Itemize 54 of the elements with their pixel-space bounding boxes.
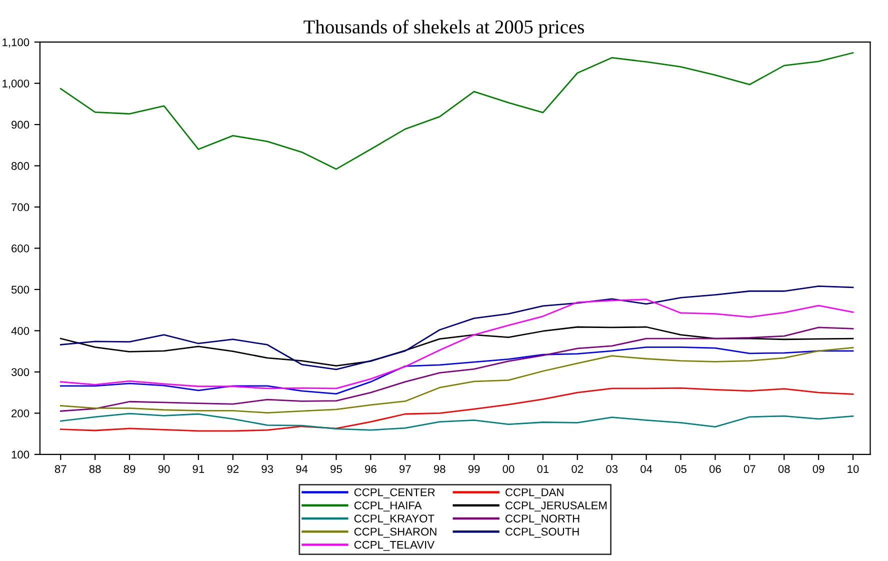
- x-tick-label: 02: [572, 465, 584, 473]
- legend-label: CCPL_TELAVIV: [354, 540, 434, 551]
- x-tick-label: 98: [434, 465, 446, 473]
- x-tick-label: 97: [399, 465, 411, 473]
- legend-label: CCPL_SHARON: [354, 528, 436, 538]
- line-series: [60, 346, 854, 414]
- line-series: [60, 298, 854, 390]
- line-series: [60, 412, 854, 431]
- y-tick-label: 300: [11, 368, 30, 376]
- y-tick-label: 100: [12, 450, 30, 459]
- line-series: [60, 326, 854, 366]
- line-series: [60, 387, 854, 432]
- x-tick-label: 89: [124, 465, 136, 473]
- legend-label: CCPL_NORTH: [506, 514, 580, 525]
- legend-label: CCPL_SOUTH: [506, 528, 579, 538]
- legend-label: CCPL_HAIFA: [354, 501, 422, 512]
- legend-label: CCPL_CENTER: [354, 488, 435, 498]
- x-tick-label: 04: [640, 465, 652, 473]
- y-tick-label: 500: [11, 286, 30, 294]
- line-series: [60, 52, 854, 170]
- x-tick-label: 90: [158, 465, 170, 473]
- y-tick-label: 600: [12, 244, 30, 252]
- x-tick-label: 01: [537, 465, 549, 473]
- legend-label: CCPL_KRAYOT: [354, 514, 434, 525]
- x-tick-label: 07: [744, 465, 756, 473]
- x-tick-label: 91: [192, 465, 204, 473]
- x-tick-label: 06: [709, 465, 721, 473]
- x-tick-label: 87: [54, 465, 66, 473]
- x-tick-label: 09: [812, 465, 824, 473]
- y-tick-label: 1,000: [2, 80, 30, 89]
- x-tick-label: 10: [848, 465, 859, 473]
- y-tick-label: 800: [11, 162, 30, 170]
- x-tick-label: 03: [606, 465, 618, 473]
- legend-label: CCPL_DAN: [506, 488, 564, 498]
- x-tick-label: 92: [227, 465, 239, 473]
- x-tick-label: 88: [89, 465, 101, 473]
- line-series: [60, 326, 854, 412]
- line-series: [60, 285, 854, 370]
- x-tick-label: 99: [468, 465, 480, 473]
- y-tick-label: 200: [12, 409, 30, 418]
- y-tick-label: 400: [11, 326, 30, 335]
- x-tick-label: 08: [778, 465, 790, 473]
- y-tick-label: 700: [12, 203, 30, 212]
- y-tick-label: 1,100: [2, 38, 30, 48]
- x-tick-label: 96: [365, 465, 376, 473]
- x-tick-label: 05: [675, 465, 686, 473]
- x-tick-label: 95: [330, 465, 342, 473]
- x-tick-label: 93: [262, 465, 274, 473]
- x-tick-label: 00: [502, 465, 514, 473]
- legend-label: CCPL_JERUSALEM: [506, 501, 607, 512]
- line-series: [60, 346, 854, 394]
- y-tick-label: 900: [12, 120, 30, 129]
- x-tick-label: 94: [296, 465, 308, 473]
- chart-title: Thousands of shekels at 2005 prices: [304, 20, 584, 38]
